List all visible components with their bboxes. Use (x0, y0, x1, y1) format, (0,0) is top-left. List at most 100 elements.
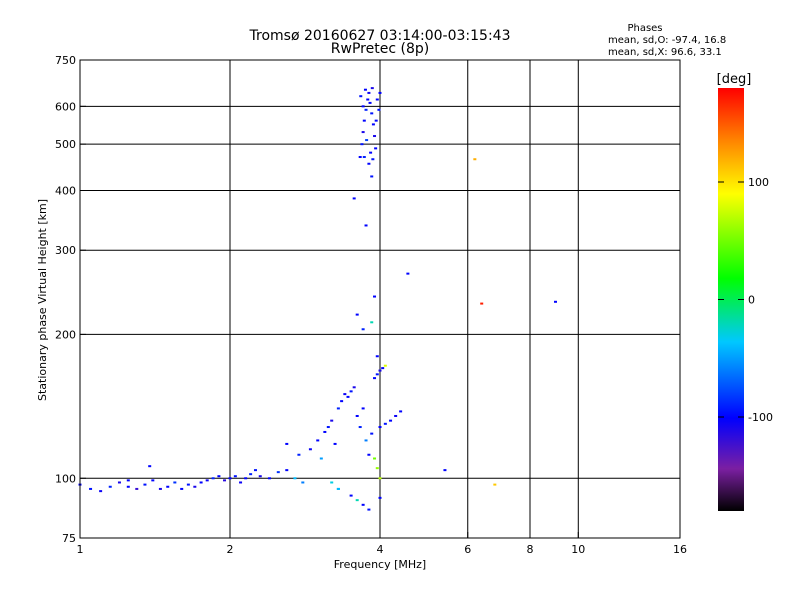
x-tick-label: 16 (673, 543, 687, 556)
y-axis-label: Stationary phase Virtual Height [km] (36, 199, 49, 401)
data-point (370, 175, 374, 178)
data-point (326, 426, 330, 429)
data-point (126, 479, 130, 482)
data-point (148, 465, 152, 468)
data-point (89, 487, 93, 490)
data-point (378, 477, 382, 480)
x-tick-label: 2 (227, 543, 234, 556)
data-point (373, 295, 377, 298)
data-point (371, 123, 375, 126)
data-point (228, 477, 232, 480)
colorbar-label: [deg] (717, 72, 752, 87)
x-tick-label: 6 (464, 543, 471, 556)
data-point (473, 158, 477, 161)
data-point (389, 419, 393, 422)
data-point (359, 95, 363, 98)
data-point (366, 98, 370, 101)
data-point (99, 490, 103, 493)
data-point (330, 419, 334, 422)
data-point (276, 471, 280, 474)
data-point (223, 479, 227, 482)
data-point (493, 483, 497, 486)
data-point (373, 377, 377, 380)
data-point (383, 422, 387, 425)
data-point (330, 481, 334, 484)
colorbar-ticks: 100 0 -100 (718, 176, 773, 424)
data-point (553, 300, 557, 303)
data-point (364, 224, 368, 227)
data-points (78, 87, 557, 511)
data-point (352, 386, 356, 389)
data-point (244, 477, 248, 480)
data-point (117, 481, 121, 484)
data-point (381, 367, 385, 370)
data-point (378, 91, 382, 94)
data-point (343, 393, 347, 396)
data-point (352, 197, 356, 200)
data-point (135, 487, 139, 490)
colorbar-tick-label: 100 (748, 176, 769, 189)
data-point (370, 112, 374, 115)
y-tick-label: 75 (62, 532, 76, 545)
data-point (301, 481, 305, 484)
grid-lines (80, 60, 680, 538)
data-point (253, 469, 257, 472)
data-point (361, 105, 365, 108)
data-point (375, 355, 379, 358)
data-point (443, 469, 447, 472)
data-point (355, 313, 359, 316)
data-point (158, 487, 162, 490)
y-tick-label: 100 (55, 472, 76, 485)
x-tick-label: 4 (377, 543, 384, 556)
data-point (371, 158, 375, 161)
data-point (377, 108, 381, 111)
chart-title: Tromsø 20160627 03:14:00-03:15:43 (249, 28, 511, 44)
data-point (370, 432, 374, 435)
data-point (364, 108, 368, 111)
data-point (336, 407, 340, 410)
data-point (361, 503, 365, 506)
data-point (373, 457, 377, 460)
colorbar-tick-label: 0 (748, 294, 755, 307)
data-point (364, 439, 368, 442)
data-point (293, 477, 297, 480)
data-point (361, 328, 365, 331)
x-tick-label: 1 (77, 543, 84, 556)
data-point (285, 442, 289, 445)
data-point (368, 101, 372, 104)
data-point (346, 395, 350, 398)
data-point (394, 414, 398, 417)
phases-title: Phases (627, 23, 662, 34)
data-point (349, 494, 353, 497)
data-point (205, 479, 209, 482)
data-point (378, 496, 382, 499)
y-tick-label: 600 (55, 100, 76, 113)
data-point (370, 321, 374, 324)
data-point (375, 98, 379, 101)
data-point (363, 88, 367, 91)
y-tick-labels: 75 100 200 300 400 500 600 750 (55, 54, 86, 545)
data-point (193, 485, 197, 488)
data-point (360, 143, 364, 146)
data-point (361, 407, 365, 410)
data-point (367, 453, 371, 456)
data-point (143, 483, 147, 486)
data-point (319, 457, 323, 460)
data-point (126, 485, 130, 488)
data-point (375, 373, 379, 376)
x-tick-labels: 1 2 4 6 8 10 16 (77, 532, 687, 556)
data-point (374, 147, 378, 150)
y-tick-label: 500 (55, 138, 76, 151)
data-point (258, 475, 262, 478)
data-point (166, 485, 170, 488)
data-point (186, 483, 190, 486)
x-axis-label: Frequency [MHz] (334, 558, 426, 571)
data-point (399, 410, 403, 413)
phases-x-stat: mean, sd,X: 96.6, 33.1 (608, 47, 722, 58)
data-point (358, 426, 362, 429)
phases-o-stat: mean, sd,O: -97.4, 16.8 (608, 35, 726, 46)
data-point (373, 135, 377, 138)
data-point (367, 91, 371, 94)
x-tick-label: 10 (571, 543, 585, 556)
